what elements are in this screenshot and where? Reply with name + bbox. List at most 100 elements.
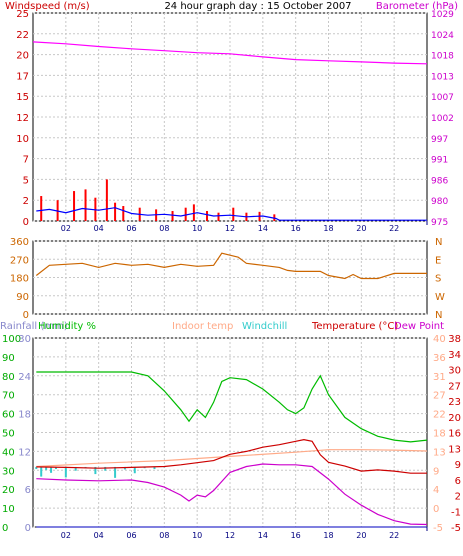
humidity-tick-label: 40 — [2, 447, 15, 458]
barometer-tick-label: 1029 — [431, 10, 454, 20]
humidity-tick-label: 80 — [2, 372, 15, 383]
compass-tick-label: S — [435, 274, 441, 285]
humidity-tick-label: 0 — [2, 523, 8, 534]
rain-tick-label: 30 — [18, 334, 31, 345]
rain-tick-label: 18 — [18, 410, 31, 421]
barometer-tick-label: 980 — [431, 197, 448, 207]
windspeed-tick-label: 15 — [16, 92, 29, 103]
dew-point-line — [36, 463, 428, 526]
wind-x-tick-label: 16 — [291, 224, 301, 233]
windspeed-tick-label: 2 — [23, 196, 29, 207]
direction-tick-label: 360 — [10, 237, 29, 248]
temperature-tick-label: 34 — [448, 350, 461, 361]
temperature-tick-label: 2 — [455, 492, 461, 503]
compass-tick-label: E — [435, 255, 441, 266]
indoor-temp-tick-label: 27 — [433, 391, 446, 402]
wind-x-tick-label: 22 — [389, 224, 399, 233]
humidity-tick-label: 60 — [2, 410, 15, 421]
climate-x-tick-label: 18 — [323, 531, 333, 540]
temperature-tick-label: 23 — [448, 397, 461, 408]
barometer-tick-label: 991 — [431, 156, 448, 166]
climate-x-tick-label: 20 — [356, 531, 366, 540]
barometer-tick-label: 1024 — [431, 31, 454, 41]
indoor-temp-line — [36, 449, 428, 468]
chart-title: 24 hour graph day : 15 October 2007 — [164, 1, 351, 12]
indoor-temp-tick-label: 31 — [433, 372, 446, 383]
climate-x-tick-label: 22 — [389, 531, 399, 540]
humidity-line — [36, 371, 428, 443]
climate-x-tick-label: 08 — [159, 531, 169, 540]
legend-entry: Temperature (°C) — [311, 321, 398, 332]
legend-entry: Rainfall (mm) — [0, 321, 68, 332]
climate-x-tick-label: 04 — [94, 531, 104, 540]
wind-x-tick-label: 20 — [356, 224, 366, 233]
windspeed-tick-label: 22 — [16, 30, 29, 41]
barometer-tick-label: 1007 — [431, 93, 454, 103]
windspeed-axis-title: Windspeed (m/s) — [5, 1, 90, 12]
wind-x-tick-label: 02 — [61, 224, 71, 233]
rain-tick-label: 12 — [18, 447, 31, 458]
direction-tick-label: 0 — [23, 310, 29, 321]
wind-x-tick-label: 12 — [225, 224, 235, 233]
temperature-c-line — [36, 438, 427, 474]
barometer-axis-title: Barometer (hPa) — [376, 1, 458, 12]
indoor-temp-tick-label: -5 — [433, 523, 443, 534]
temperature-tick-label: 13 — [448, 444, 461, 455]
wind-x-tick-label: 10 — [192, 224, 202, 233]
indoor-temp-tick-label: 22 — [433, 410, 446, 421]
climate-x-tick-label: 02 — [61, 531, 71, 540]
direction-tick-label: 270 — [10, 255, 29, 266]
windspeed-tick-label: 20 — [16, 51, 29, 62]
compass-tick-label: N — [435, 310, 442, 321]
wind-x-tick-label: 06 — [126, 224, 136, 233]
humidity-tick-label: 70 — [2, 391, 15, 402]
windspeed-tick-label: 17 — [16, 71, 29, 82]
windspeed-tick-label: 7 — [23, 155, 29, 166]
humidity-tick-label: 30 — [2, 466, 15, 477]
direction-tick-label: 90 — [16, 292, 29, 303]
humidity-tick-label: 20 — [2, 485, 15, 496]
climate-x-tick-label: 16 — [291, 531, 301, 540]
temperature-tick-label: -5 — [451, 523, 461, 534]
temperature-tick-label: 27 — [448, 381, 461, 392]
indoor-temp-tick-label: 4 — [433, 485, 439, 496]
windspeed-tick-label: 12 — [16, 113, 29, 124]
indoor-temp-tick-label: 0 — [433, 504, 439, 515]
wind-average-line — [36, 207, 427, 221]
windspeed-tick-label: 5 — [23, 175, 29, 186]
wind-x-tick-label: 04 — [94, 224, 104, 233]
barometer-tick-label: 1013 — [431, 72, 454, 82]
barometer-line — [32, 41, 428, 65]
climate-x-tick-label: 06 — [126, 531, 136, 540]
humidity-tick-label: 10 — [2, 504, 15, 515]
indoor-temp-tick-label: 9 — [433, 466, 439, 477]
climate-x-tick-label: 14 — [258, 531, 268, 540]
legend-entry: Windchill — [242, 321, 287, 332]
humidity-tick-label: 90 — [2, 353, 15, 364]
barometer-tick-label: 975 — [431, 218, 448, 228]
temperature-tick-label: 6 — [455, 476, 461, 487]
indoor-temp-tick-label: 40 — [433, 334, 446, 345]
legend-entry: Humidity % — [38, 321, 96, 332]
humidity-tick-label: 50 — [2, 429, 15, 440]
windspeed-tick-label: 10 — [16, 134, 29, 145]
barometer-tick-label: 1018 — [431, 52, 454, 62]
barometer-tick-label: 997 — [431, 135, 448, 145]
wind-direction-line — [35, 252, 427, 280]
climate-x-tick-label: 12 — [225, 531, 235, 540]
wind-x-tick-label: 18 — [323, 224, 333, 233]
temperature-tick-label: -1 — [451, 507, 461, 518]
temperature-tick-label: 9 — [455, 460, 461, 471]
rain-tick-label: 0 — [25, 523, 31, 534]
windspeed-tick-label: 25 — [16, 9, 29, 20]
temperature-tick-label: 16 — [448, 429, 461, 440]
direction-tick-label: 180 — [10, 274, 29, 285]
barometer-tick-label: 1002 — [431, 114, 454, 124]
wind-x-tick-label: 14 — [258, 224, 268, 233]
rain-tick-label: 24 — [18, 372, 31, 383]
temperature-tick-label: 20 — [448, 413, 461, 424]
compass-tick-label: W — [435, 292, 445, 303]
temperature-tick-label: 38 — [448, 334, 461, 345]
windspeed-tick-label: 0 — [23, 217, 29, 228]
